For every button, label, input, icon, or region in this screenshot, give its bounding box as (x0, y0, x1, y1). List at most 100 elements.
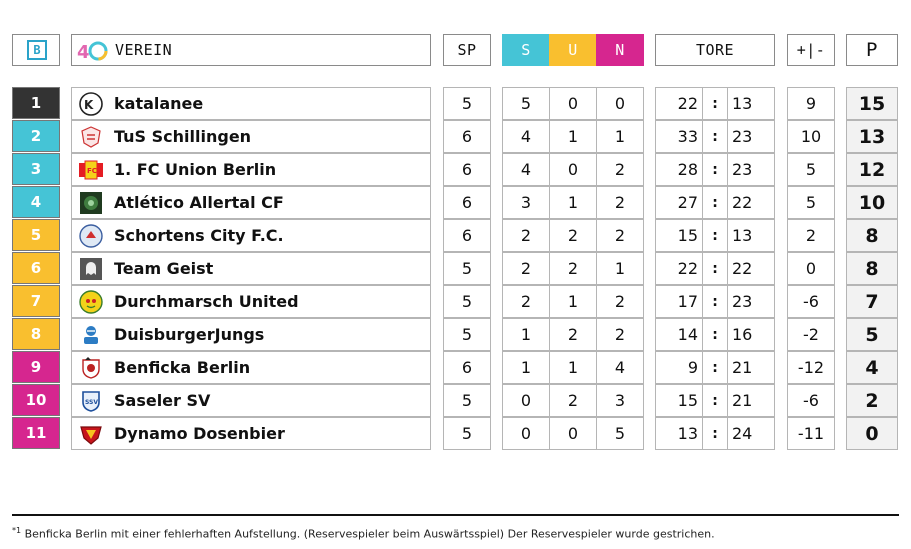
union-berlin-logo-icon: FC (79, 158, 103, 182)
games-played-value: 6 (461, 160, 473, 179)
losses: 4 (596, 351, 644, 384)
losses-value: 0 (614, 94, 626, 113)
losses-value: 2 (614, 160, 626, 179)
goal-difference: -6 (787, 384, 835, 417)
s-header[interactable]: S (502, 34, 550, 66)
goals-against: 22 (727, 252, 775, 285)
games-played-value: 5 (461, 325, 473, 344)
games-played: 6 (443, 153, 491, 186)
tore-header[interactable]: TORE (655, 34, 775, 66)
goals-against-value: 23 (732, 160, 753, 179)
team-cell[interactable]: Schortens City F.C. (71, 219, 431, 252)
losses: 5 (596, 417, 644, 450)
goals-against-value: 22 (732, 193, 753, 212)
losses-value: 4 (614, 358, 626, 377)
team-cell[interactable]: Durchmarsch United (71, 285, 431, 318)
points: 7 (846, 285, 898, 318)
team-name: TuS Schillingen (114, 127, 252, 146)
wins-value: 0 (520, 424, 532, 443)
tore-header-label: TORE (695, 41, 735, 59)
draws: 1 (549, 351, 597, 384)
losses: 2 (596, 219, 644, 252)
points-value: 5 (865, 323, 879, 346)
draws: 2 (549, 318, 597, 351)
games-played-value: 6 (461, 226, 473, 245)
goal-difference: -12 (787, 351, 835, 384)
points: 2 (846, 384, 898, 417)
rank-value: 10 (25, 391, 47, 409)
team-cell[interactable]: Team Geist (71, 252, 431, 285)
goals-for-value: 22 (677, 259, 698, 278)
games-played-value: 6 (461, 193, 473, 212)
goals-for-value: 14 (677, 325, 698, 344)
points-value: 10 (858, 191, 886, 214)
goal-difference: 5 (787, 186, 835, 219)
u-header[interactable]: U (549, 34, 597, 66)
svg-text:K: K (84, 98, 94, 112)
goals-against: 13 (727, 87, 775, 120)
wins: 0 (502, 417, 550, 450)
goals-separator: : (702, 153, 728, 186)
team-cell[interactable]: Atlético Allertal CF (71, 186, 431, 219)
goal-difference: 10 (787, 120, 835, 153)
points: 10 (846, 186, 898, 219)
rank-badge: 9 (12, 351, 60, 383)
team-name: Saseler SV (114, 391, 211, 410)
goals-against: 23 (727, 153, 775, 186)
diff-header[interactable]: +|- (787, 34, 835, 66)
rank-badge: 6 (12, 252, 60, 284)
wins-value: 2 (520, 226, 532, 245)
losses: 2 (596, 153, 644, 186)
points: 5 (846, 318, 898, 351)
goal-difference-value: -2 (803, 325, 819, 344)
saseler-sv-logo-icon: SSV (79, 389, 103, 413)
footer-divider (12, 514, 899, 516)
goals-separator: : (702, 318, 728, 351)
points-value: 8 (865, 257, 879, 280)
losses-value: 2 (614, 226, 626, 245)
goals-separator: : (702, 351, 728, 384)
goal-difference: -6 (787, 285, 835, 318)
games-played: 5 (443, 318, 491, 351)
atletico-allertal-logo-icon (79, 191, 103, 215)
goals-for-value: 27 (677, 193, 698, 212)
team-cell[interactable]: Dynamo Dosenbier (71, 417, 431, 450)
wins: 4 (502, 120, 550, 153)
goal-difference: 5 (787, 153, 835, 186)
draws-value: 2 (567, 226, 579, 245)
goals-for: 28 (655, 153, 703, 186)
points-value: 7 (865, 290, 879, 313)
rank-badge: 4 (12, 186, 60, 218)
draws-value: 0 (567, 160, 579, 179)
team-cell[interactable]: FC 1. FC Union Berlin (71, 153, 431, 186)
draws: 2 (549, 384, 597, 417)
wins-value: 0 (520, 391, 532, 410)
goals-against-value: 23 (732, 127, 753, 146)
goal-difference: -11 (787, 417, 835, 450)
goals-separator: : (702, 186, 728, 219)
n-header[interactable]: N (596, 34, 644, 66)
rank-badge: 1 (12, 87, 60, 119)
points-header[interactable]: P (846, 34, 898, 66)
losses-value: 5 (614, 424, 626, 443)
points-value: 12 (858, 158, 886, 181)
wins-value: 5 (520, 94, 532, 113)
team-cell[interactable]: DuisburgerJungs (71, 318, 431, 351)
team-cell[interactable]: SSV Saseler SV (71, 384, 431, 417)
wins: 1 (502, 351, 550, 384)
anniversary-logo-icon: 4 (77, 41, 108, 63)
team-name: Atlético Allertal CF (114, 193, 284, 212)
sp-header[interactable]: SP (443, 34, 491, 66)
losses: 1 (596, 252, 644, 285)
losses-value: 2 (614, 292, 626, 311)
goals-against-value: 13 (732, 94, 753, 113)
points-value: 13 (858, 125, 886, 148)
goals-for: 15 (655, 219, 703, 252)
team-cell[interactable]: TuS Schillingen (71, 120, 431, 153)
team-cell[interactable]: Benficka Berlin (71, 351, 431, 384)
goals-separator: : (702, 120, 728, 153)
draws: 1 (549, 186, 597, 219)
club-header[interactable]: 4 VEREIN (71, 34, 431, 66)
goal-difference-value: -6 (803, 391, 819, 410)
